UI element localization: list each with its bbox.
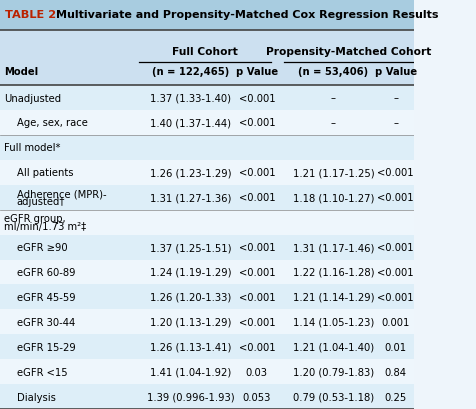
Text: All patients: All patients: [17, 168, 73, 178]
FancyBboxPatch shape: [0, 111, 413, 136]
Text: 0.053: 0.053: [242, 391, 270, 402]
Text: –: –: [330, 118, 335, 128]
FancyBboxPatch shape: [0, 136, 413, 160]
Text: <0.001: <0.001: [238, 267, 275, 277]
Text: 1.24 (1.19-1.29): 1.24 (1.19-1.29): [149, 267, 231, 277]
FancyBboxPatch shape: [0, 31, 413, 86]
Text: Age, sex, race: Age, sex, race: [17, 118, 87, 128]
FancyBboxPatch shape: [0, 0, 413, 31]
Text: p Value: p Value: [374, 67, 416, 77]
Text: <0.001: <0.001: [238, 168, 275, 178]
Text: <0.001: <0.001: [377, 243, 413, 252]
Text: 0.001: 0.001: [381, 317, 409, 327]
Text: 1.26 (1.20-1.33): 1.26 (1.20-1.33): [149, 292, 231, 302]
Text: TABLE 2: TABLE 2: [5, 10, 56, 20]
Text: <0.001: <0.001: [238, 93, 275, 103]
Text: <0.001: <0.001: [377, 168, 413, 178]
FancyBboxPatch shape: [0, 310, 413, 335]
Text: 1.37 (1.25-1.51): 1.37 (1.25-1.51): [149, 243, 231, 252]
Text: 1.31 (1.17-1.46): 1.31 (1.17-1.46): [292, 243, 373, 252]
Text: 0.84: 0.84: [384, 367, 406, 377]
Text: Dialysis: Dialysis: [17, 391, 55, 402]
Text: 1.20 (1.13-1.29): 1.20 (1.13-1.29): [149, 317, 231, 327]
Text: Adherence (MPR)-: Adherence (MPR)-: [17, 189, 106, 199]
Text: adjusted†: adjusted†: [17, 196, 65, 207]
Text: Full Cohort: Full Cohort: [172, 47, 238, 56]
Text: 1.21 (1.17-1.25): 1.21 (1.17-1.25): [292, 168, 374, 178]
Text: Propensity-Matched Cohort: Propensity-Matched Cohort: [266, 47, 431, 56]
Text: 1.20 (0.79-1.83): 1.20 (0.79-1.83): [292, 367, 373, 377]
Text: eGFR 15-29: eGFR 15-29: [17, 342, 75, 352]
FancyBboxPatch shape: [0, 260, 413, 285]
Text: ml/min/1.73 m²‡: ml/min/1.73 m²‡: [4, 221, 86, 231]
Text: 1.14 (1.05-1.23): 1.14 (1.05-1.23): [292, 317, 373, 327]
Text: 1.26 (1.13-1.41): 1.26 (1.13-1.41): [149, 342, 231, 352]
Text: eGFR group,: eGFR group,: [4, 214, 66, 224]
Text: p Value: p Value: [235, 67, 278, 77]
Text: 1.21 (1.14-1.29): 1.21 (1.14-1.29): [292, 292, 374, 302]
Text: 0.79 (0.53-1.18): 0.79 (0.53-1.18): [292, 391, 373, 402]
Text: <0.001: <0.001: [238, 292, 275, 302]
Text: (n = 122,465): (n = 122,465): [152, 67, 228, 77]
FancyBboxPatch shape: [0, 285, 413, 310]
Text: Unadjusted: Unadjusted: [4, 93, 61, 103]
Text: –: –: [330, 93, 335, 103]
Text: Full model*: Full model*: [4, 143, 60, 153]
Text: 1.40 (1.37-1.44): 1.40 (1.37-1.44): [150, 118, 230, 128]
Text: 1.39 (0.996-1.93): 1.39 (0.996-1.93): [147, 391, 234, 402]
Text: 0.25: 0.25: [384, 391, 406, 402]
FancyBboxPatch shape: [0, 384, 413, 409]
Text: eGFR ≥90: eGFR ≥90: [17, 243, 67, 252]
Text: eGFR <15: eGFR <15: [17, 367, 67, 377]
Text: Model: Model: [4, 67, 38, 77]
Text: 1.37 (1.33-1.40): 1.37 (1.33-1.40): [150, 93, 230, 103]
Text: <0.001: <0.001: [238, 317, 275, 327]
Text: eGFR 45-59: eGFR 45-59: [17, 292, 75, 302]
Text: <0.001: <0.001: [238, 243, 275, 252]
FancyBboxPatch shape: [0, 210, 413, 235]
Text: (n = 53,406): (n = 53,406): [298, 67, 368, 77]
Text: <0.001: <0.001: [238, 342, 275, 352]
Text: –: –: [392, 118, 397, 128]
FancyBboxPatch shape: [0, 86, 413, 111]
Text: 1.26 (1.23-1.29): 1.26 (1.23-1.29): [149, 168, 231, 178]
Text: 1.21 (1.04-1.40): 1.21 (1.04-1.40): [292, 342, 373, 352]
Text: 1.22 (1.16-1.28): 1.22 (1.16-1.28): [292, 267, 374, 277]
Text: –: –: [392, 93, 397, 103]
Text: <0.001: <0.001: [238, 193, 275, 203]
FancyBboxPatch shape: [0, 160, 413, 185]
Text: <0.001: <0.001: [377, 292, 413, 302]
Text: 0.03: 0.03: [245, 367, 268, 377]
Text: 1.41 (1.04-1.92): 1.41 (1.04-1.92): [149, 367, 231, 377]
FancyBboxPatch shape: [0, 335, 413, 359]
Text: 1.31 (1.27-1.36): 1.31 (1.27-1.36): [149, 193, 231, 203]
Text: Multivariate and Propensity-Matched Cox Regression Results: Multivariate and Propensity-Matched Cox …: [56, 10, 437, 20]
Text: eGFR 60-89: eGFR 60-89: [17, 267, 75, 277]
FancyBboxPatch shape: [0, 359, 413, 384]
Text: <0.001: <0.001: [377, 193, 413, 203]
FancyBboxPatch shape: [0, 235, 413, 260]
Text: <0.001: <0.001: [238, 118, 275, 128]
FancyBboxPatch shape: [0, 185, 413, 210]
Text: 1.18 (1.10-1.27): 1.18 (1.10-1.27): [292, 193, 373, 203]
Text: <0.001: <0.001: [377, 267, 413, 277]
Text: eGFR 30-44: eGFR 30-44: [17, 317, 75, 327]
Text: 0.01: 0.01: [384, 342, 406, 352]
